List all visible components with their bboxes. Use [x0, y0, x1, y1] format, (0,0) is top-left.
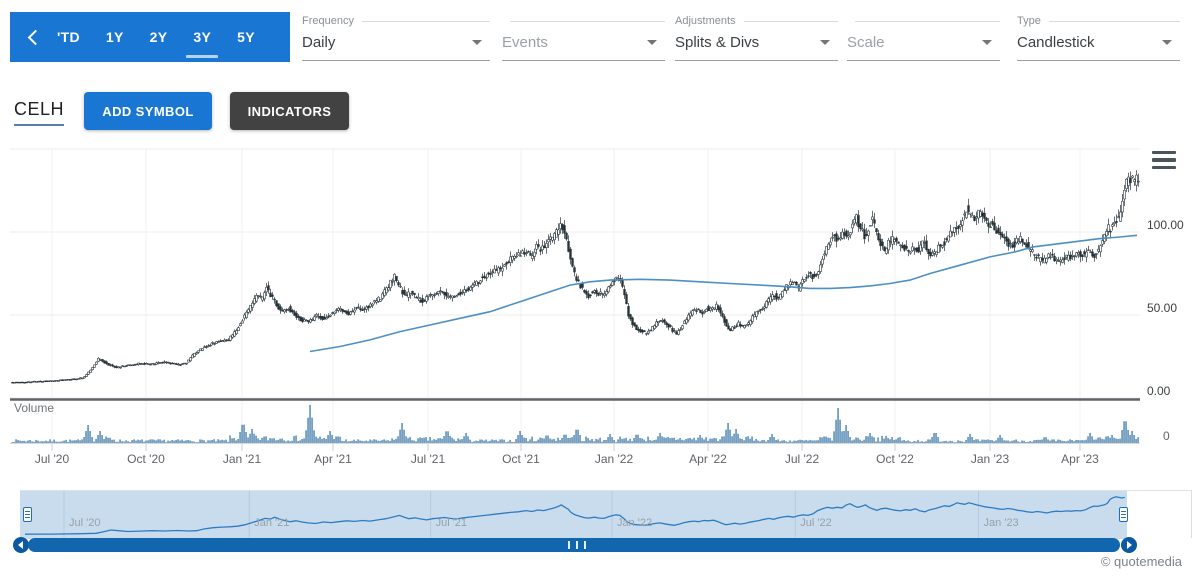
range-navigator[interactable]: [20, 490, 1192, 539]
time-axis-label: Jan '21: [222, 452, 262, 466]
scroll-right-button[interactable]: [1121, 537, 1137, 553]
frequency-select[interactable]: Frequency Daily: [302, 14, 490, 61]
adjustments-select[interactable]: Adjustments Splits & Divs: [675, 14, 838, 61]
chevron-down-icon: [982, 40, 992, 45]
range-button-5y[interactable]: 5Y: [237, 29, 255, 45]
time-axis-label: Apr '22: [689, 452, 727, 466]
adjustments-value: Splits & Divs: [675, 34, 760, 51]
range-button-td[interactable]: 'TD: [57, 29, 80, 45]
time-axis-label: Jul '22: [784, 452, 820, 466]
chevron-down-icon: [472, 40, 482, 45]
chevron-left-icon: [27, 29, 43, 45]
type-label: Type: [1017, 14, 1041, 27]
range-button-3y[interactable]: 3Y: [180, 12, 224, 62]
navigator-axis-label: Jan '23: [983, 517, 1019, 529]
scale-select[interactable]: Scale: [847, 14, 1000, 61]
time-axis-label: Apr '23: [1061, 452, 1099, 466]
time-axis-label: Jul '20: [34, 452, 70, 466]
events-value: Events: [502, 34, 548, 51]
range-buttons: 'TD 1Y 2Y 3Y 5Y: [44, 12, 268, 62]
navigator-axis-label: Jan '22: [616, 517, 653, 529]
range-button-1y[interactable]: 1Y: [105, 29, 124, 45]
time-axis-label: Oct '22: [876, 452, 914, 466]
time-axis-label: Apr '21: [314, 452, 352, 466]
price-axis-label: 100.00: [1147, 218, 1184, 232]
scrollbar-track[interactable]: [28, 538, 1120, 552]
frequency-label: Frequency: [302, 14, 354, 27]
type-select[interactable]: Type Candlestick: [1017, 14, 1180, 61]
chart-menu-icon[interactable]: [1152, 151, 1176, 169]
navigator-chart: [20, 491, 1127, 539]
volume-axis-zero-label: 0: [1163, 429, 1170, 443]
time-axis-label: Oct '20: [127, 452, 165, 466]
back-button[interactable]: [22, 26, 44, 48]
triangle-left-icon: [18, 541, 23, 549]
scrollbar-grip[interactable]: [568, 541, 586, 549]
price-axis-label: 0.00: [1147, 384, 1171, 398]
type-value: Candlestick: [1017, 34, 1095, 51]
navigator-axis-label: Jul '20: [69, 517, 101, 529]
indicators-button[interactable]: INDICATORS: [230, 92, 349, 130]
time-axis-label: Jan '23: [970, 452, 1010, 466]
chevron-down-icon: [647, 40, 657, 45]
time-axis-label: Jan '22: [594, 452, 634, 466]
navigator-axis-label: Jul '22: [800, 517, 832, 529]
chevron-down-icon: [820, 40, 830, 45]
triangle-right-icon: [1127, 541, 1132, 549]
time-axis-label: Oct '21: [502, 452, 540, 466]
range-button-2y[interactable]: 2Y: [149, 29, 168, 45]
provider-credit: © quotemedia: [1100, 554, 1182, 569]
navigator-left-handle[interactable]: [22, 507, 32, 522]
scale-value: Scale: [847, 34, 885, 51]
events-select[interactable]: Events: [502, 14, 665, 61]
add-symbol-button[interactable]: ADD SYMBOL: [84, 92, 212, 130]
volume-pane-label: Volume: [14, 401, 55, 415]
chevron-down-icon: [1162, 40, 1172, 45]
navigator-axis-label: Jul '21: [435, 517, 468, 529]
navigator-axis-label: Jan '21: [254, 517, 290, 529]
symbol-ticker[interactable]: CELH: [14, 99, 65, 126]
navigator-right-handle[interactable]: [1118, 507, 1128, 522]
scroll-left-button[interactable]: [13, 537, 29, 553]
adjustments-label: Adjustments: [675, 14, 736, 27]
price-axis-label: 50.00: [1147, 301, 1178, 315]
range-toolbar: 'TD 1Y 2Y 3Y 5Y: [10, 12, 290, 62]
time-axis-label: Jul '21: [410, 452, 446, 466]
price-volume-chart[interactable]: [0, 145, 1200, 490]
frequency-value: Daily: [302, 34, 336, 51]
